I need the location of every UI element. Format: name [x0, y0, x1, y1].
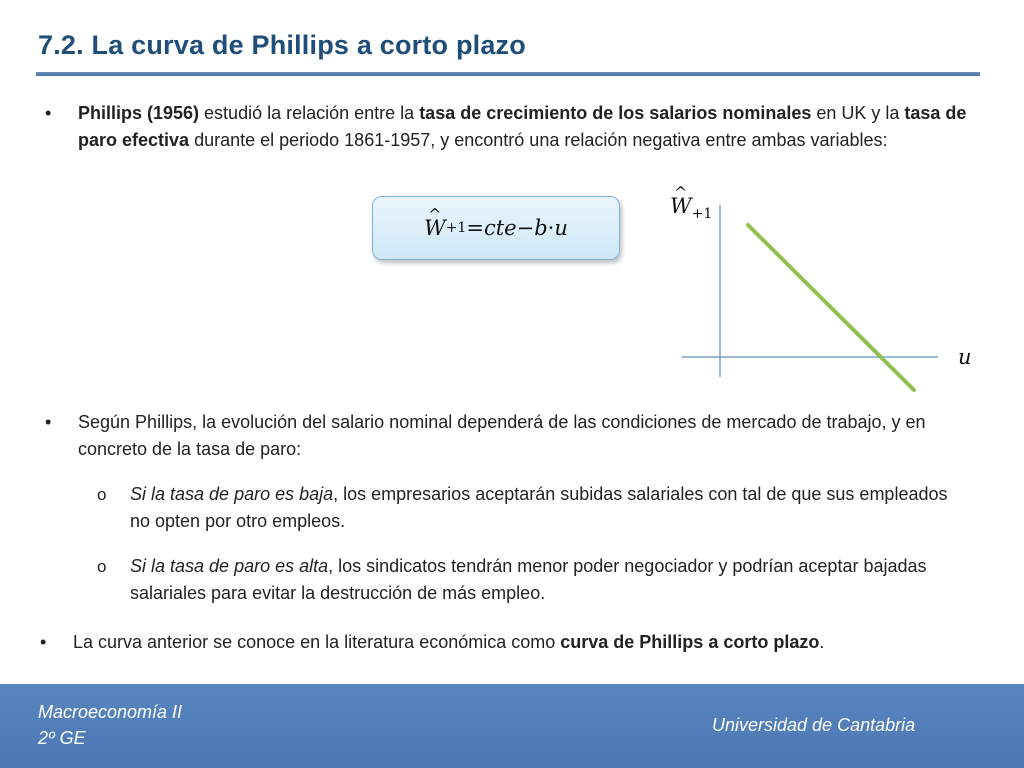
bullet-bold-text: Phillips (1956) [78, 103, 200, 123]
y-axis-symbol: W [670, 183, 692, 218]
multiply-dot: · [547, 216, 555, 240]
bullet-marker: • [40, 632, 47, 652]
subbullet-marker: o [97, 485, 107, 504]
subbullet-high-unemployment: o Si la tasa de paro es alta, los sindic… [97, 553, 960, 607]
variable-u: u [554, 216, 568, 240]
equals-sign: = [466, 216, 484, 240]
phillips-curve-graph [682, 205, 938, 392]
bullet-text: durante el periodo 1861-1957, y encontró… [189, 130, 888, 150]
subbullet-italic-text: Si la tasa de paro es baja [130, 484, 334, 504]
x-axis-label: u [958, 345, 972, 369]
minus-sign: − [516, 216, 535, 240]
footer-group: 2º GE [38, 728, 86, 748]
subbullet-text: , los empresarios aceptarán subidas sala… [130, 484, 948, 531]
bullet-text: en UK y la [811, 103, 905, 123]
phillips-curve-line [746, 223, 916, 392]
slide-title: 7.2. La curva de Phillips a corto plazo [38, 30, 526, 60]
bullet-marker: • [45, 412, 52, 432]
constant-term: cte [483, 216, 517, 240]
bullet-text: Según Phillips, la evolución del salario… [78, 412, 926, 459]
footer-course-info: Macroeconomía II 2º GE [38, 699, 182, 751]
title-divider [36, 72, 980, 76]
subbullet-low-unemployment: o Si la tasa de paro es baja, los empres… [97, 481, 960, 535]
subscript: +1 [445, 220, 467, 236]
bullet-phillips-study: • Phillips (1956) estudió la relación en… [45, 100, 978, 154]
w-hat-symbol: W [424, 205, 446, 240]
bullet-bold-text: curva de Phillips a corto plazo [560, 632, 820, 652]
y-axis-label: W+1 [670, 183, 713, 223]
subbullet-italic-text: Si la tasa de paro es alta [130, 556, 329, 576]
bullet-phillips-evolution: • Según Phillips, la evolución del salar… [45, 409, 958, 463]
bullet-bold-text: tasa de crecimiento de los salarios nomi… [419, 103, 812, 123]
y-axis-subscript: +1 [691, 206, 713, 223]
bullet-marker: • [45, 103, 52, 123]
bullet-text: estudió la relación entre la [199, 103, 420, 123]
subbullet-text: , los sindicatos tendrán menor poder neg… [130, 556, 927, 603]
bullet-text: . [819, 632, 825, 652]
bullet-bold-text: tasa de paro efectiva [78, 103, 967, 150]
footer-university: Universidad de Cantabria [712, 715, 916, 735]
bullet-short-run-curve: • La curva anterior se conoce en la lite… [40, 629, 973, 656]
bullet-text: La curva anterior se conoce en la litera… [73, 632, 561, 652]
phillips-equation: W+1 = cte − b · u [372, 196, 620, 260]
slide-footer: Macroeconomía II 2º GE Universidad de Ca… [0, 684, 1024, 768]
footer-course: Macroeconomía II [38, 702, 183, 722]
coefficient-b: b [534, 216, 548, 240]
subbullet-marker: o [97, 557, 107, 576]
